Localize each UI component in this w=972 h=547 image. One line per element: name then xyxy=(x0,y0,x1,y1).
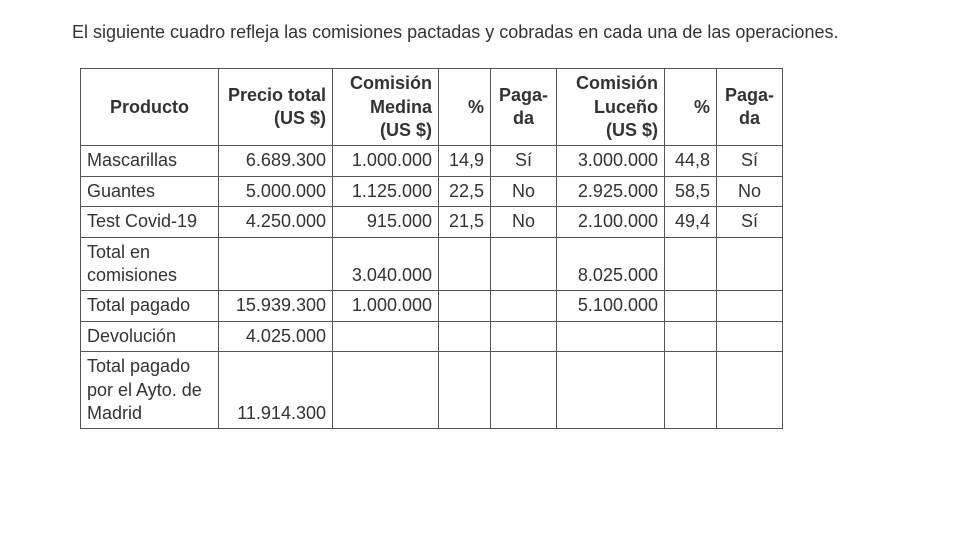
cell-pct1 xyxy=(439,237,491,291)
cell-pct2 xyxy=(665,352,717,429)
table-row: Total pagado por el Ayto. de Madrid11.91… xyxy=(81,352,783,429)
intro-paragraph: El siguiente cuadro refleja las comision… xyxy=(24,20,948,44)
cell-product: Guantes xyxy=(81,176,219,206)
cell-paid2: No xyxy=(717,176,783,206)
cell-product: Total pagado por el Ayto. de Madrid xyxy=(81,352,219,429)
cell-paid1 xyxy=(491,237,557,291)
col-pct1: % xyxy=(439,69,491,146)
col-medina: Comisión Medina (US $) xyxy=(333,69,439,146)
col-paid2: Paga-da xyxy=(717,69,783,146)
table-container: ProductoPrecio total (US $)Comisión Medi… xyxy=(24,68,948,429)
table-body: Mascarillas6.689.3001.000.00014,9Sí3.000… xyxy=(81,146,783,429)
cell-paid2 xyxy=(717,237,783,291)
cell-pct2 xyxy=(665,237,717,291)
cell-medina: 3.040.000 xyxy=(333,237,439,291)
cell-medina: 1.125.000 xyxy=(333,176,439,206)
cell-paid1: No xyxy=(491,176,557,206)
cell-medina xyxy=(333,321,439,351)
cell-paid2 xyxy=(717,352,783,429)
cell-price: 15.939.300 xyxy=(219,291,333,321)
table-row: Guantes5.000.0001.125.00022,5No2.925.000… xyxy=(81,176,783,206)
table-row: Test Covid-194.250.000915.00021,5No2.100… xyxy=(81,207,783,237)
cell-pct2: 58,5 xyxy=(665,176,717,206)
commissions-table: ProductoPrecio total (US $)Comisión Medi… xyxy=(80,68,783,429)
cell-medina xyxy=(333,352,439,429)
cell-paid1: Sí xyxy=(491,146,557,176)
cell-luceno xyxy=(557,321,665,351)
cell-luceno: 8.025.000 xyxy=(557,237,665,291)
col-paid1: Paga-da xyxy=(491,69,557,146)
table-row: Total pagado15.939.3001.000.000 5.100.000 xyxy=(81,291,783,321)
cell-price: 4.250.000 xyxy=(219,207,333,237)
cell-product: Total pagado xyxy=(81,291,219,321)
cell-product: Total en comisiones xyxy=(81,237,219,291)
cell-luceno: 3.000.000 xyxy=(557,146,665,176)
cell-product: Devolución xyxy=(81,321,219,351)
cell-pct1 xyxy=(439,321,491,351)
cell-pct1 xyxy=(439,352,491,429)
cell-pct1: 22,5 xyxy=(439,176,491,206)
cell-paid1: No xyxy=(491,207,557,237)
col-price: Precio total (US $) xyxy=(219,69,333,146)
cell-price xyxy=(219,237,333,291)
col-pct2: % xyxy=(665,69,717,146)
cell-paid1 xyxy=(491,352,557,429)
cell-pct1: 14,9 xyxy=(439,146,491,176)
table-header-row: ProductoPrecio total (US $)Comisión Medi… xyxy=(81,69,783,146)
cell-luceno xyxy=(557,352,665,429)
table-head: ProductoPrecio total (US $)Comisión Medi… xyxy=(81,69,783,146)
cell-product: Test Covid-19 xyxy=(81,207,219,237)
table-row: Mascarillas6.689.3001.000.00014,9Sí3.000… xyxy=(81,146,783,176)
cell-price: 11.914.300 xyxy=(219,352,333,429)
cell-luceno: 2.100.000 xyxy=(557,207,665,237)
cell-medina: 1.000.000 xyxy=(333,146,439,176)
cell-paid1 xyxy=(491,291,557,321)
cell-pct2 xyxy=(665,291,717,321)
cell-paid2: Sí xyxy=(717,207,783,237)
cell-paid2 xyxy=(717,321,783,351)
cell-price: 4.025.000 xyxy=(219,321,333,351)
cell-medina: 1.000.000 xyxy=(333,291,439,321)
cell-price: 6.689.300 xyxy=(219,146,333,176)
table-row: Total en comisiones 3.040.000 8.025.000 xyxy=(81,237,783,291)
cell-pct2: 49,4 xyxy=(665,207,717,237)
cell-price: 5.000.000 xyxy=(219,176,333,206)
cell-luceno: 2.925.000 xyxy=(557,176,665,206)
cell-luceno: 5.100.000 xyxy=(557,291,665,321)
cell-product: Mascarillas xyxy=(81,146,219,176)
cell-pct2: 44,8 xyxy=(665,146,717,176)
cell-paid2 xyxy=(717,291,783,321)
cell-medina: 915.000 xyxy=(333,207,439,237)
cell-paid1 xyxy=(491,321,557,351)
col-luceno: Comisión Luceño (US $) xyxy=(557,69,665,146)
table-row: Devolución4.025.000 xyxy=(81,321,783,351)
cell-paid2: Sí xyxy=(717,146,783,176)
cell-pct1 xyxy=(439,291,491,321)
cell-pct2 xyxy=(665,321,717,351)
cell-pct1: 21,5 xyxy=(439,207,491,237)
col-product: Producto xyxy=(81,69,219,146)
